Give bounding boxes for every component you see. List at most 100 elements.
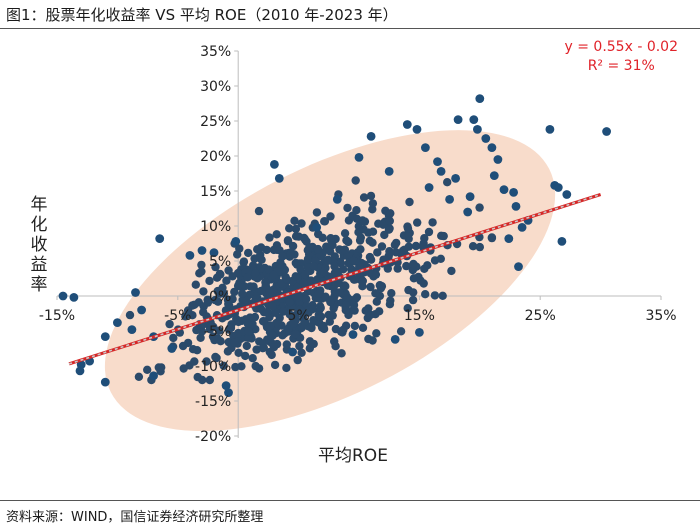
data-point bbox=[421, 143, 430, 152]
data-point bbox=[262, 308, 271, 317]
data-point bbox=[131, 288, 140, 297]
data-point bbox=[475, 242, 484, 252]
data-point bbox=[113, 318, 122, 327]
data-point bbox=[319, 267, 329, 277]
data-point bbox=[231, 362, 240, 372]
data-point bbox=[297, 219, 306, 228]
data-point bbox=[243, 273, 252, 282]
y-tick-label: 10% bbox=[200, 219, 231, 235]
data-point bbox=[475, 203, 484, 212]
data-point bbox=[339, 325, 348, 334]
data-point bbox=[250, 312, 260, 322]
data-point bbox=[509, 188, 518, 197]
data-point bbox=[197, 246, 207, 255]
data-point bbox=[343, 203, 352, 213]
data-point bbox=[269, 270, 278, 280]
data-point bbox=[309, 339, 318, 349]
data-point bbox=[188, 345, 198, 354]
data-point bbox=[302, 295, 311, 304]
data-point bbox=[453, 115, 463, 124]
data-point bbox=[272, 230, 281, 239]
data-point bbox=[387, 289, 396, 298]
data-point bbox=[299, 278, 308, 288]
data-point bbox=[211, 352, 220, 362]
data-point bbox=[222, 276, 231, 285]
data-point bbox=[391, 248, 401, 257]
data-point bbox=[380, 230, 389, 240]
data-point bbox=[424, 183, 434, 192]
data-point bbox=[307, 277, 316, 286]
data-point bbox=[402, 261, 411, 271]
data-point bbox=[233, 281, 243, 291]
data-point bbox=[451, 174, 460, 183]
data-point bbox=[246, 282, 255, 291]
data-point bbox=[294, 292, 303, 302]
data-point bbox=[125, 310, 135, 320]
data-point bbox=[282, 274, 291, 284]
y-tick-label: -15% bbox=[195, 394, 231, 410]
data-point bbox=[436, 254, 445, 263]
data-point bbox=[351, 176, 360, 185]
data-point bbox=[291, 272, 300, 281]
data-point bbox=[514, 262, 523, 271]
scatter-chart: -20% -15% -10% -5% 0% 5% 10% 15% 20% 25% 30% 35% -15… bbox=[39, 44, 677, 445]
data-point bbox=[197, 267, 206, 276]
data-point bbox=[438, 291, 447, 300]
data-point bbox=[349, 275, 359, 284]
data-point bbox=[234, 348, 243, 357]
data-point bbox=[421, 290, 430, 299]
data-point bbox=[269, 343, 279, 352]
data-point bbox=[282, 363, 291, 373]
data-point bbox=[428, 218, 437, 227]
data-point bbox=[517, 223, 527, 232]
y-tick-label: 25% bbox=[200, 114, 231, 130]
data-point bbox=[445, 195, 454, 204]
data-point bbox=[157, 363, 166, 372]
data-point bbox=[443, 178, 452, 187]
data-point bbox=[69, 293, 79, 302]
data-point bbox=[313, 244, 323, 254]
data-point bbox=[385, 224, 394, 233]
trend-layer bbox=[68, 192, 602, 366]
data-point bbox=[202, 357, 211, 366]
data-point bbox=[252, 345, 261, 354]
data-point bbox=[312, 208, 322, 217]
data-point bbox=[412, 125, 422, 134]
data-point bbox=[330, 262, 339, 271]
x-tick-label: -5% bbox=[164, 308, 191, 324]
data-point bbox=[358, 323, 368, 332]
data-point bbox=[137, 305, 147, 315]
data-point bbox=[386, 296, 395, 305]
trend-line-dash bbox=[68, 193, 601, 365]
data-point bbox=[487, 143, 497, 152]
y-tick-label: 35% bbox=[200, 44, 231, 60]
data-point bbox=[238, 289, 247, 298]
data-point bbox=[424, 227, 434, 237]
data-point bbox=[371, 289, 380, 298]
data-point bbox=[409, 259, 418, 269]
data-point bbox=[368, 336, 377, 345]
data-point bbox=[473, 125, 482, 134]
data-point bbox=[243, 319, 253, 328]
data-point bbox=[224, 388, 233, 397]
data-point bbox=[420, 264, 429, 273]
data-point bbox=[350, 306, 359, 315]
data-point bbox=[58, 291, 68, 301]
data-point bbox=[251, 268, 260, 278]
data-point bbox=[288, 347, 297, 357]
data-point bbox=[243, 333, 253, 342]
data-point bbox=[212, 273, 222, 282]
data-point bbox=[364, 304, 373, 313]
data-point bbox=[192, 325, 201, 335]
data-point bbox=[355, 236, 365, 245]
y-tick-label: 20% bbox=[200, 149, 231, 165]
data-point bbox=[340, 245, 350, 254]
data-point bbox=[291, 232, 301, 241]
data-point bbox=[297, 348, 306, 357]
data-point bbox=[225, 323, 235, 333]
data-point bbox=[183, 306, 193, 315]
data-point bbox=[324, 310, 333, 320]
data-point bbox=[233, 250, 242, 259]
data-point bbox=[403, 304, 412, 313]
data-point bbox=[402, 120, 412, 129]
